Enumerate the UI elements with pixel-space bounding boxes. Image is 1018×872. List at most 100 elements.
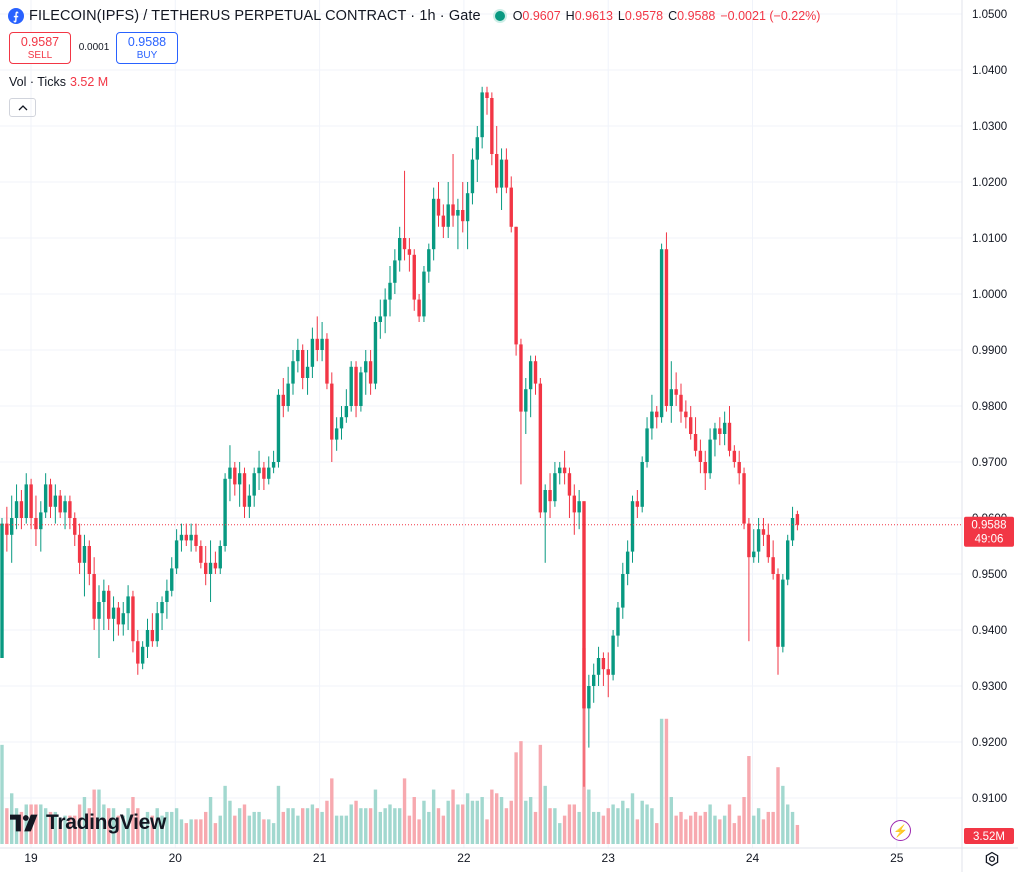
volume-bar	[354, 800, 358, 844]
buy-price: 0.9588	[127, 35, 167, 49]
volume-bar	[339, 815, 344, 844]
lightning-icon[interactable]: ⚡	[890, 820, 911, 841]
volume-bar	[533, 811, 538, 844]
candle-body	[107, 590, 111, 619]
candle-body	[63, 501, 67, 513]
candle-body	[349, 366, 353, 406]
candle-body	[499, 159, 504, 188]
candle-body	[257, 467, 261, 474]
volume-bar	[102, 804, 106, 844]
candle-body	[446, 204, 450, 227]
buy-label: BUY	[136, 50, 158, 61]
volume-bar	[776, 767, 780, 844]
candle-body	[650, 411, 654, 429]
volume-bar	[204, 811, 208, 844]
volume-bar	[562, 815, 567, 844]
candle-body	[77, 534, 82, 563]
candle-body	[354, 366, 358, 406]
price-tick-label: 1.0300	[972, 121, 1007, 133]
volume-bar	[693, 811, 698, 844]
sell-price: 0.9587	[20, 35, 60, 49]
candle-body	[732, 450, 737, 462]
price-axis[interactable]: 1.0500 1.0400 1.0300 1.0200 1.0100 1.0000 0.99…	[961, 0, 1018, 872]
candle-body	[436, 198, 441, 216]
volume-bar	[659, 718, 664, 844]
volume-bar	[655, 823, 659, 844]
candle-body	[39, 512, 43, 530]
volume-badge	[964, 828, 1014, 844]
volume-legend[interactable]: Vol · Ticks 3.52 M	[9, 75, 108, 89]
time-axis[interactable]: 19 20 21 22 23 24 25	[0, 847, 1018, 865]
volume-bar	[291, 808, 295, 844]
time-tick-label: 19	[24, 851, 38, 865]
volume-bar	[417, 819, 421, 844]
volume-bar	[732, 823, 737, 844]
candle-body	[737, 462, 741, 474]
market-open-indicator	[494, 11, 505, 21]
candle-body	[470, 159, 475, 194]
buy-button[interactable]: 0.9588 BUY	[116, 32, 178, 64]
volume-bar	[305, 808, 310, 844]
chart-grid	[0, 0, 962, 848]
collapse-legend-button[interactable]	[9, 98, 36, 117]
volume-bar	[485, 819, 489, 844]
volume-bar	[543, 785, 547, 844]
volume-bar	[48, 811, 53, 844]
volume-bar	[645, 804, 649, 844]
volume-bar	[364, 808, 368, 844]
candle-body	[368, 361, 373, 384]
candle-body	[402, 238, 407, 250]
volume-bar	[592, 811, 596, 844]
settings-icon[interactable]	[983, 850, 1001, 868]
volume-bar	[436, 808, 441, 844]
candle-body	[451, 204, 455, 216]
candle-body	[771, 557, 775, 574]
volume-bar	[247, 815, 252, 844]
candle-body	[242, 473, 247, 507]
candle-body	[485, 92, 489, 98]
candle-body	[664, 249, 669, 406]
candle-body	[5, 523, 9, 535]
sell-button[interactable]: 0.9587 SELL	[9, 32, 71, 64]
symbol-title[interactable]: FILECOIN(IPFS) / TETHERUS PERPETUAL CONT…	[29, 8, 481, 24]
volume-bar	[170, 811, 174, 844]
volume-bar	[504, 808, 509, 844]
volume-legend-value: 3.52 M	[69, 75, 109, 89]
candle-body	[655, 411, 659, 418]
volume-bar	[58, 819, 62, 844]
volume-bar	[165, 811, 169, 844]
candle-body	[625, 551, 630, 574]
volume-bar	[786, 804, 790, 844]
volume-bar	[368, 808, 373, 844]
candle-body	[601, 658, 606, 670]
candle-body	[393, 260, 397, 283]
volume-bar	[596, 811, 601, 844]
volume-bar	[24, 804, 28, 844]
candle-body	[199, 546, 203, 563]
volume-bar	[77, 804, 82, 844]
volume-bar	[68, 815, 72, 844]
volume-bar	[752, 815, 756, 844]
volume-bar	[451, 789, 455, 844]
candle-body	[427, 249, 431, 272]
tradingview-logo[interactable]: TradingView	[10, 811, 166, 835]
candle-body	[781, 579, 785, 647]
candle-body	[160, 602, 164, 614]
time-tick-label: 21	[313, 851, 327, 865]
candle-body	[344, 406, 349, 418]
price-tick-label: 1.0200	[972, 177, 1007, 189]
volume-bar	[359, 808, 363, 844]
volume-bar	[334, 815, 339, 844]
candle-body	[684, 411, 688, 418]
candle-body	[291, 361, 295, 384]
candle-body	[126, 596, 130, 614]
time-tick-label: 24	[746, 851, 760, 865]
candle-body	[592, 674, 596, 686]
volume-bar	[689, 815, 693, 844]
candle-body	[247, 495, 252, 507]
candle-body	[388, 282, 392, 300]
volume-bar	[160, 815, 164, 844]
candle-body	[795, 514, 800, 525]
volume-bar	[208, 797, 213, 844]
